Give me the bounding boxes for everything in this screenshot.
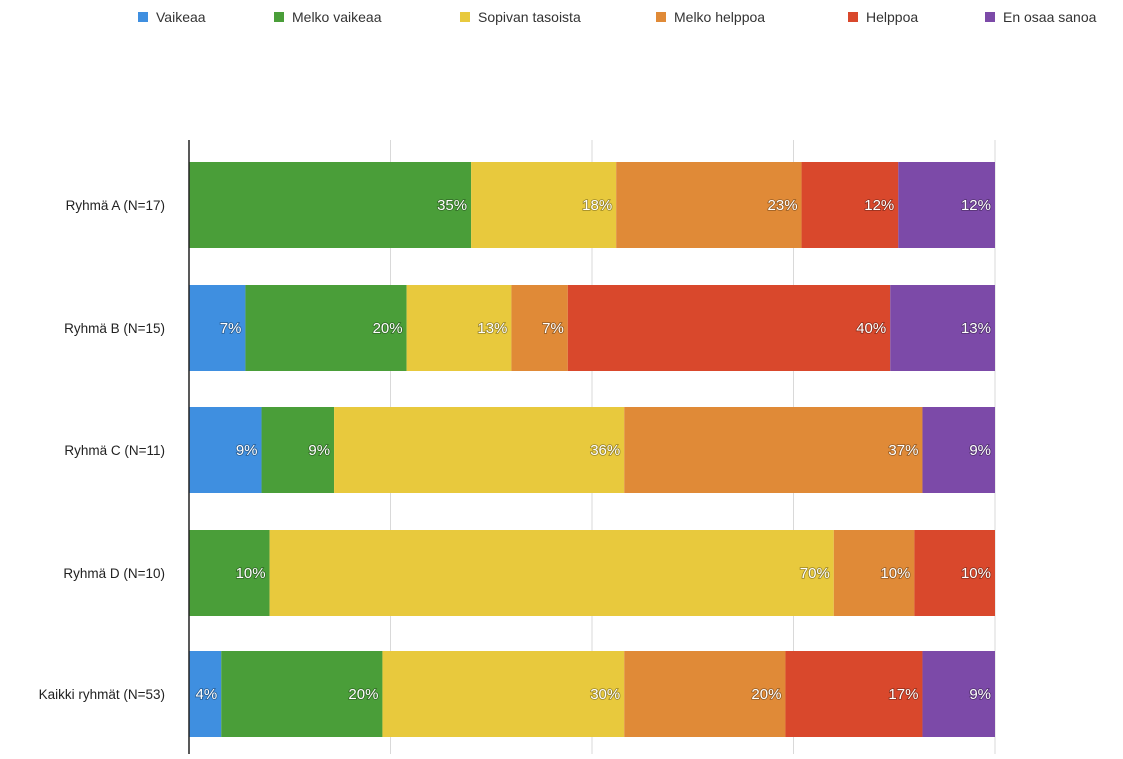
data-label-3-3: 36% xyxy=(590,442,620,459)
data-label-3-1: 9% xyxy=(236,442,258,459)
data-label-5-5: 17% xyxy=(888,686,918,703)
data-label-1-6: 12% xyxy=(961,197,991,214)
category-label-5: Kaikki ryhmät (N=53) xyxy=(39,687,165,702)
data-label-2-2: 20% xyxy=(373,320,403,337)
bar-segment-2-4 xyxy=(511,285,568,371)
data-label-5-4: 20% xyxy=(751,686,781,703)
data-label-2-6: 13% xyxy=(961,320,991,337)
data-label-1-2: 35% xyxy=(437,197,467,214)
bar-segment-3-2 xyxy=(261,407,335,493)
bar-segment-5-2 xyxy=(221,651,383,737)
legend-swatch-6 xyxy=(985,12,995,22)
data-label-2-5: 40% xyxy=(856,320,886,337)
data-label-5-2: 20% xyxy=(348,686,378,703)
data-label-4-2: 10% xyxy=(236,565,266,582)
data-label-3-6: 9% xyxy=(969,442,991,459)
bar-segment-5-5 xyxy=(785,651,923,737)
bar-segment-2-3 xyxy=(406,285,512,371)
legend-label-4: Melko helppoa xyxy=(674,9,765,25)
category-label-3: Ryhmä C (N=11) xyxy=(64,443,165,458)
category-label-4: Ryhmä D (N=10) xyxy=(63,566,165,581)
bar-segment-2-2 xyxy=(245,285,407,371)
bar-segment-4-4 xyxy=(833,530,915,616)
bar-segment-2-1 xyxy=(189,285,246,371)
data-label-4-4: 10% xyxy=(880,565,910,582)
data-label-1-3: 18% xyxy=(582,197,612,214)
bar-segment-1-5 xyxy=(801,162,899,248)
legend-swatch-3 xyxy=(460,12,470,22)
legend-label-5: Helppoa xyxy=(866,9,918,25)
category-label-2: Ryhmä B (N=15) xyxy=(64,321,165,336)
category-labels: Ryhmä A (N=17) Ryhmä B (N=15) Ryhmä C (N=1… xyxy=(39,198,165,702)
data-label-2-4: 7% xyxy=(542,320,564,337)
data-label-1-5: 12% xyxy=(864,197,894,214)
data-label-5-1: 4% xyxy=(196,686,218,703)
data-label-4-3: 70% xyxy=(800,565,830,582)
bar-segment-1-6 xyxy=(898,162,995,248)
legend: Vaikeaa Melko vaikeaa Sopivan tasoista Melk… xyxy=(138,9,1097,25)
legend-swatch-5 xyxy=(848,12,858,22)
legend-label-6: En osaa sanoa xyxy=(1003,9,1097,25)
legend-label-3: Sopivan tasoista xyxy=(478,9,581,25)
bar-segment-3-4 xyxy=(624,407,923,493)
bar-segment-2-6 xyxy=(890,285,995,371)
legend-swatch-4 xyxy=(656,12,666,22)
bar-segment-3-1 xyxy=(189,407,262,493)
bar-segment-2-5 xyxy=(567,285,891,371)
bar-segment-3-6 xyxy=(922,407,995,493)
bar-segment-5-6 xyxy=(922,651,995,737)
data-label-5-3: 30% xyxy=(590,686,620,703)
bar-segment-3-3 xyxy=(334,407,625,493)
data-label-1-4: 23% xyxy=(768,197,798,214)
bars xyxy=(189,162,995,737)
bar-segment-1-3 xyxy=(471,162,617,248)
data-label-3-2: 9% xyxy=(308,442,330,459)
bar-segment-4-3 xyxy=(269,530,834,616)
bar-segment-4-2 xyxy=(189,530,270,616)
bar-segment-4-5 xyxy=(914,530,995,616)
legend-swatch-2 xyxy=(274,12,284,22)
data-label-2-1: 7% xyxy=(220,320,242,337)
bar-segment-5-4 xyxy=(624,651,786,737)
legend-label-2: Melko vaikeaa xyxy=(292,9,382,25)
data-label-4-5: 10% xyxy=(961,565,991,582)
category-label-1: Ryhmä A (N=17) xyxy=(66,198,165,213)
bar-segment-1-4 xyxy=(616,162,802,248)
data-label-5-6: 9% xyxy=(969,686,991,703)
data-labels: 35% 18% 23% 12% 12% 7% 20% 13% 7% 40% 13% 9% 9% 36% 37… xyxy=(195,196,992,704)
legend-swatch-1 xyxy=(138,12,148,22)
data-label-3-4: 37% xyxy=(888,442,918,459)
bar-segment-5-3 xyxy=(382,651,625,737)
bar-segment-5-1 xyxy=(189,651,222,737)
legend-label-1: Vaikeaa xyxy=(156,9,206,25)
bar-segment-1-2 xyxy=(189,162,472,248)
data-label-2-3: 13% xyxy=(477,320,507,337)
